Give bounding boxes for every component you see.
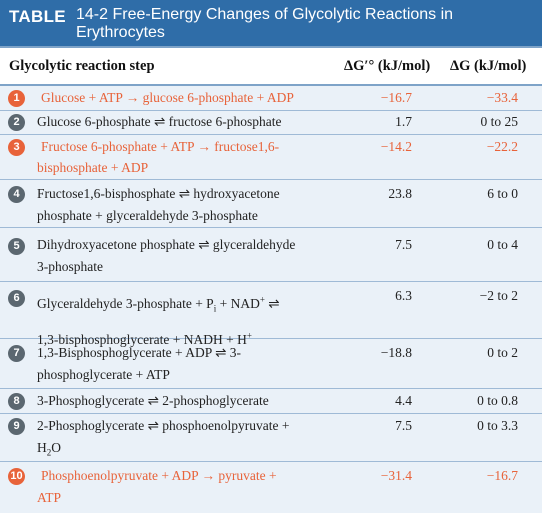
step-number-badge: 9 [8,418,25,435]
dg0-value: 7.5 [395,237,412,252]
dg-value: 0 to 25 [480,114,518,129]
table-title-line1: 14-2 Free-Energy Changes of Glycolytic R… [76,6,454,23]
reaction-text: 1,3-Bisphosphoglycerate + ADP ⇌ 3- phosp… [37,342,337,386]
step-number-badge: 8 [8,393,25,410]
step-number-badge: 10 [8,468,25,485]
reaction-line1: Glyceraldehyde 3-phosphate + Pi + NAD+ ⇌ [37,294,280,314]
reaction-text: Dihydroxyacetone phosphate ⇌ glyceraldeh… [37,234,337,278]
table-header: Glycolytic reaction step ΔG′° (kJ/mol) Δ… [0,46,542,86]
dg-value: 6 to 0 [487,186,518,201]
reaction-text: Fructose1,6-bisphosphate ⇌ hydroxyaceton… [37,183,337,227]
reaction-line1: Dihydroxyacetone phosphate ⇌ glyceraldeh… [37,237,296,252]
dg-value: −16.7 [486,468,518,483]
reaction-line2: 3-phosphate [37,259,103,274]
dg0-value: 7.5 [395,418,412,433]
step-number-badge: 2 [8,114,25,131]
reaction-text: 2-Phosphoglycerate ⇌ phosphoenolpyruvate… [37,415,337,464]
dg0-value: −14.2 [380,139,412,154]
reaction-line1: Phosphoenolpyruvate + ADP → pyruvate + [41,468,277,483]
dg-value: −2 to 2 [479,288,518,303]
dg-value: −33.4 [486,90,518,105]
column-header-step: Glycolytic reaction step [9,58,155,74]
step-number-badge: 3 [8,139,25,156]
table-row: 2 Glucose 6-phosphate ⇌ fructose 6-phosp… [0,111,542,135]
table-row: 10 Phosphoenolpyruvate + ADP → pyruvate … [0,462,542,513]
reaction-line1: Fructose1,6-bisphosphate ⇌ hydroxyaceton… [37,186,280,201]
dg-value: 0 to 4 [487,237,518,252]
step-number-badge: 4 [8,186,25,203]
table-row: 7 1,3-Bisphosphoglycerate + ADP ⇌ 3- pho… [0,339,542,389]
dg0-value: −18.8 [380,345,412,360]
reaction-line2: bisphosphate + ADP [37,160,149,175]
table-tag: TABLE [9,7,66,26]
step-number-badge: 5 [8,238,25,255]
table-row: 1 Glucose + ATP → glucose 6-phosphate + … [0,86,542,111]
reaction-text: Glucose + ATP → glucose 6-phosphate + AD… [41,90,294,105]
table-title-line2: Erythrocytes [76,24,165,41]
reaction-line2: 1,3-bisphosphoglycerate + NADH + H+ [37,330,252,347]
reaction-text: 3-Phosphoglycerate ⇌ 2-phosphoglycerate [37,393,269,408]
dg-value: 0 to 0.8 [477,393,518,408]
reaction-text: Glucose 6-phosphate ⇌ fructose 6-phospha… [37,114,282,129]
dg-value: 0 to 3.3 [477,418,518,433]
dg0-value: 23.8 [388,186,412,201]
column-header-dg: ΔG (kJ/mol) [450,58,527,74]
reaction-line1: Fructose 6-phosphate + ATP → fructose1,6… [41,139,280,154]
table-title-bar: TABLE 14-2 Free-Energy Changes of Glycol… [0,0,542,46]
dg-value: 0 to 2 [487,345,518,360]
dg0-value: 4.4 [395,393,412,408]
step-number-badge: 7 [8,345,25,362]
reaction-text: Fructose 6-phosphate + ATP → fructose1,6… [37,136,341,178]
reaction-line1: 1,3-Bisphosphoglycerate + ADP ⇌ 3- [37,345,242,360]
reaction-text: Glyceraldehyde 3-phosphate + Pi + NAD+ ⇌… [37,286,337,353]
table-row: 6 Glyceraldehyde 3-phosphate + Pi + NAD+… [0,282,542,347]
reaction-line2: H2O [37,440,61,458]
table-row: 3 Fructose 6-phosphate + ATP → fructose1… [0,135,542,180]
dg0-value: 1.7 [395,114,412,129]
table-title: 14-2 Free-Energy Changes of Glycolytic R… [76,6,516,42]
reaction-line2: ATP [37,490,62,505]
reaction-line1: 2-Phosphoglycerate ⇌ phosphoenolpyruvate… [37,418,290,433]
reaction-line2: phosphoglycerate + ATP [37,367,170,382]
table-row: 8 3-Phosphoglycerate ⇌ 2-phosphoglycerat… [0,389,542,414]
table-row: 5 Dihydroxyacetone phosphate ⇌ glycerald… [0,228,542,282]
dg0-value: 6.3 [395,288,412,303]
step-number-badge: 1 [8,90,25,107]
dg0-value: −16.7 [380,90,412,105]
step-number-badge: 6 [8,290,25,307]
table-row: 9 2-Phosphoglycerate ⇌ phosphoenolpyruva… [0,414,542,462]
column-header-dg0: ΔG′° (kJ/mol) [344,58,431,74]
dg0-value: −31.4 [380,468,412,483]
dg-value: −22.2 [486,139,518,154]
reaction-text: Phosphoenolpyruvate + ADP → pyruvate + A… [37,465,341,509]
reaction-line2: phosphate + glyceraldehyde 3-phosphate [37,208,258,223]
table-row: 4 Fructose1,6-bisphosphate ⇌ hydroxyacet… [0,180,542,228]
